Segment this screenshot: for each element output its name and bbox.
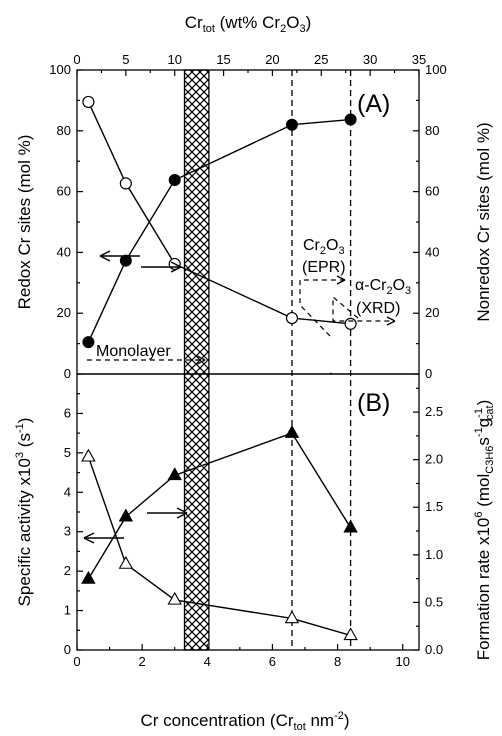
a-left-tick-label: 80	[57, 123, 71, 138]
x-tick-label: 4	[204, 654, 211, 669]
open-circle-marker	[82, 95, 95, 109]
annotation-arrowheads	[196, 275, 396, 365]
axis-ticks	[76, 69, 420, 651]
filled-circle-marker	[285, 118, 298, 131]
open-circle-marker	[285, 311, 299, 325]
top-tick-label: 30	[363, 52, 377, 67]
a-left-tick-label: 100	[49, 62, 71, 77]
series-markers	[81, 95, 358, 641]
a-left-tick-label: 0	[64, 366, 71, 381]
b-right-tick-label: 2.5	[425, 404, 443, 419]
filled-triangle-marker	[343, 519, 358, 533]
epr-annotation: (EPR)	[302, 259, 346, 276]
filled-circle-marker	[82, 336, 95, 349]
series-line-a0	[87, 118, 351, 343]
series-line-b1	[87, 456, 351, 637]
x-tick-label: 2	[139, 654, 146, 669]
top-tick-label: 5	[122, 52, 129, 67]
panel-b-right-y-label: Formation rate x106 (molC3H6s-1g-1cat)	[473, 400, 496, 661]
filled-triangle-marker	[81, 570, 96, 584]
b-right-tick-label: 0.0	[425, 642, 443, 657]
b-left-tick-label: 3	[64, 524, 71, 539]
filled-triangle-marker	[167, 467, 182, 481]
series-line-a1	[87, 101, 351, 325]
open-circle-marker	[119, 177, 132, 190]
b-left-tick-label: 2	[64, 563, 71, 578]
open-triangle-marker	[81, 448, 96, 462]
panel-a-right-y-label: Nonredox Cr sites (mol %)	[474, 122, 493, 321]
filled-circle-marker	[119, 254, 132, 267]
filled-triangle-marker	[284, 425, 300, 438]
annotation-dashed-arrows	[87, 279, 395, 375]
a-right-tick-label: 80	[425, 123, 439, 138]
cr2o3-annotation: Cr2O3	[303, 237, 345, 257]
top-tick-label: 0	[73, 52, 80, 67]
a-right-tick-label: 20	[425, 305, 439, 320]
a-left-tick-label: 40	[57, 244, 71, 259]
panel-b-label: (B)	[357, 389, 390, 417]
a-left-tick-label: 60	[57, 184, 71, 199]
filled-circle-marker	[168, 174, 181, 187]
top-axis-label: Crtot (wt% Cr2O3)	[185, 13, 312, 35]
a-right-tick-label: 40	[425, 244, 439, 259]
top-tick-label: 10	[167, 52, 181, 67]
b-right-tick-label: 2.0	[425, 452, 443, 467]
a-right-tick-label: 0	[425, 366, 432, 381]
series-line-b0	[87, 432, 352, 580]
filled-triangle-marker	[118, 508, 134, 522]
b-right-tick-label: 1.0	[425, 547, 443, 562]
b-left-tick-label: 1	[64, 603, 71, 618]
x-tick-label: 6	[269, 654, 276, 669]
b-right-tick-label: 1.5	[425, 499, 443, 514]
b-left-tick-label: 5	[64, 445, 71, 460]
top-tick-label: 35	[412, 52, 426, 67]
top-tick-label: 15	[216, 52, 230, 67]
a-left-tick-label: 20	[57, 305, 71, 320]
b-left-tick-label: 6	[64, 405, 71, 420]
dashed-reference-lines	[291, 70, 352, 650]
open-triangle-marker	[343, 627, 358, 641]
b-left-tick-label: 0	[64, 642, 71, 657]
monolayer-annotation: Monolayer	[96, 343, 171, 360]
x-tick-label: 0	[73, 654, 80, 669]
epr-arrow	[299, 279, 345, 337]
open-triangle-marker	[118, 555, 134, 569]
panel-a-left-y-label: Redox Cr sites (mol %)	[15, 135, 34, 310]
panel-a-label: (A)	[357, 90, 390, 118]
panel-b-left-y-label: Specific activity x103 (s-1)	[14, 418, 34, 607]
annotation-arrows	[83, 250, 188, 544]
b-right-tick-label: 0.5	[425, 594, 443, 609]
open-circle-marker	[344, 317, 357, 330]
alpha-cr2o3-annotation: α-Cr2O3	[355, 277, 411, 297]
open-triangle-marker	[167, 591, 182, 605]
top-tick-label: 20	[265, 52, 279, 67]
top-tick-label: 25	[314, 52, 328, 67]
filled-circle-marker	[344, 113, 357, 126]
x-tick-label: 8	[334, 654, 341, 669]
a-right-tick-label: 60	[425, 184, 439, 199]
open-triangle-marker	[284, 610, 300, 624]
x-axis-label: Cr concentration (Crtot nm-2)	[140, 710, 349, 733]
x-tick-label: 10	[395, 654, 409, 669]
b-left-tick-label: 4	[64, 484, 71, 499]
a-right-tick-label: 100	[425, 62, 447, 77]
xrd-annotation: (XRD)	[356, 300, 400, 317]
